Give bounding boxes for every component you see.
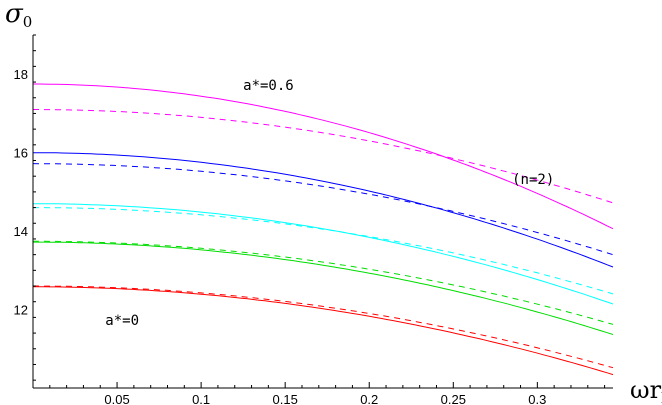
label-n-2: (n=2) [512,172,554,188]
x-axis-title: ωrh [630,376,662,405]
series-line-9 [33,286,614,376]
series-line-1 [33,83,614,230]
series-line-7 [33,241,614,335]
x-tick-label: 0.1 [192,392,210,405]
y-axis-title-main: σ [5,0,24,29]
y-tick-label: 12 [14,303,28,318]
axes: 12 14 16 18 0.05 0.1 0.15 0.2 0.25 0.3 [14,34,613,405]
y-axis-title-sub: 0 [23,13,33,31]
annotations: a*=0.6 (n=2) a*=0 [105,78,554,329]
plot-lines [33,83,614,376]
y-axis-title: σ0 [5,0,32,31]
x-tick-label: 0.15 [273,392,298,405]
x-tick-label: 0.2 [360,392,378,405]
series-line-10 [33,285,614,369]
y-tick-label: 14 [14,224,28,239]
x-tick-label: 0.05 [104,392,129,405]
series-line-6 [33,207,614,295]
x-axis-title-main: ωr [630,376,662,404]
x-tick-label: 0.3 [528,392,546,405]
series-line-2 [33,109,614,204]
series-line-8 [33,240,614,325]
label-a-star-0: a*=0 [105,313,139,329]
y-tick-label: 18 [14,67,28,82]
series-line-3 [33,152,614,268]
series-line-4 [33,163,614,256]
y-tick-label: 16 [14,146,28,161]
label-a-star-0-6: a*=0.6 [243,78,294,94]
x-tick-label: 0.25 [441,392,466,405]
